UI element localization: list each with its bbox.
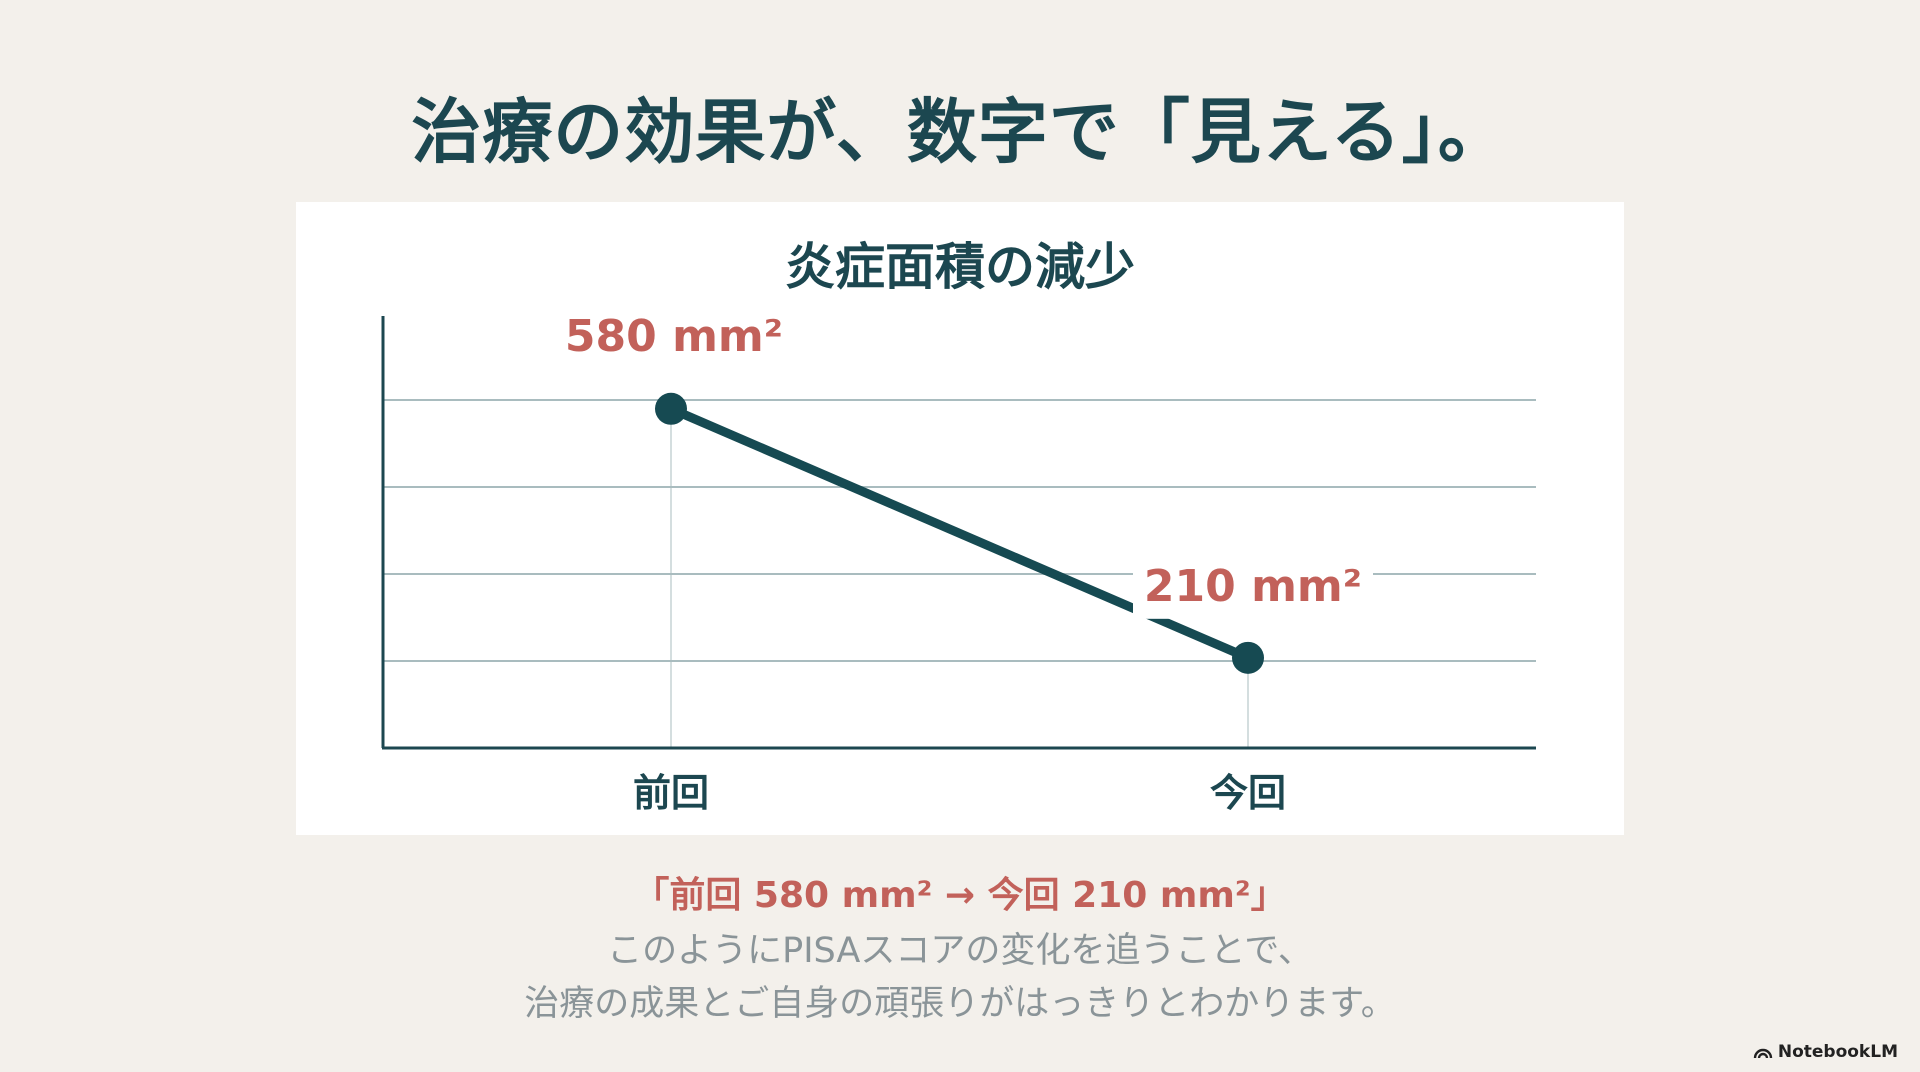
series-line — [669, 404, 1250, 662]
brand-name: NotebookLM — [1777, 1042, 1898, 1062]
caption-line-2: 治療の成果とご自身の頑張りがはっきりとわかります。 — [524, 984, 1396, 1024]
page-title: 治療の効果が、数字で「見える」。 — [411, 91, 1509, 173]
x-tick-label: 前回 — [633, 771, 709, 815]
data-label: 580 mm² — [565, 311, 783, 362]
data-point — [655, 392, 687, 425]
x-tick-label: 今回 — [1210, 771, 1286, 815]
line-chart: 炎症面積の減少 580 mm² 210 mm² 前回 今回 — [381, 238, 1536, 815]
caption-highlight: 「前回 580 mm² → 今回 210 mm²」 — [633, 875, 1287, 916]
notebooklm-logo-icon — [1753, 1048, 1773, 1059]
label-background — [1133, 550, 1373, 619]
chart-card: 炎症面積の減少 580 mm² 210 mm² 前回 今回 — [296, 202, 1624, 835]
data-label: 210 mm² — [1144, 561, 1362, 612]
data-point — [1232, 641, 1264, 674]
notebooklm-logo: NotebookLM — [1753, 1042, 1898, 1062]
chart-title: 炎症面積の減少 — [785, 238, 1135, 296]
caption-line-1: このようにPISAスコアの変化を追うことで、 — [607, 931, 1313, 971]
